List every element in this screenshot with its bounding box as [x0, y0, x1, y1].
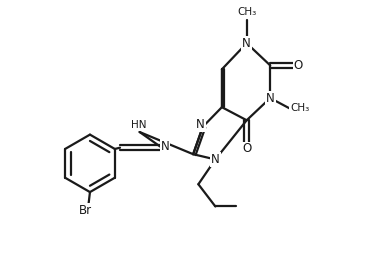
Text: Br: Br — [79, 204, 92, 217]
Text: O: O — [242, 143, 251, 155]
Text: N: N — [211, 153, 220, 166]
Text: O: O — [294, 59, 303, 72]
Text: N: N — [242, 37, 251, 50]
Text: N: N — [160, 140, 169, 153]
Text: N: N — [266, 92, 275, 105]
Text: CH₃: CH₃ — [290, 103, 309, 114]
Text: N: N — [197, 118, 205, 131]
Text: HN: HN — [131, 120, 146, 130]
Text: CH₃: CH₃ — [237, 7, 256, 17]
